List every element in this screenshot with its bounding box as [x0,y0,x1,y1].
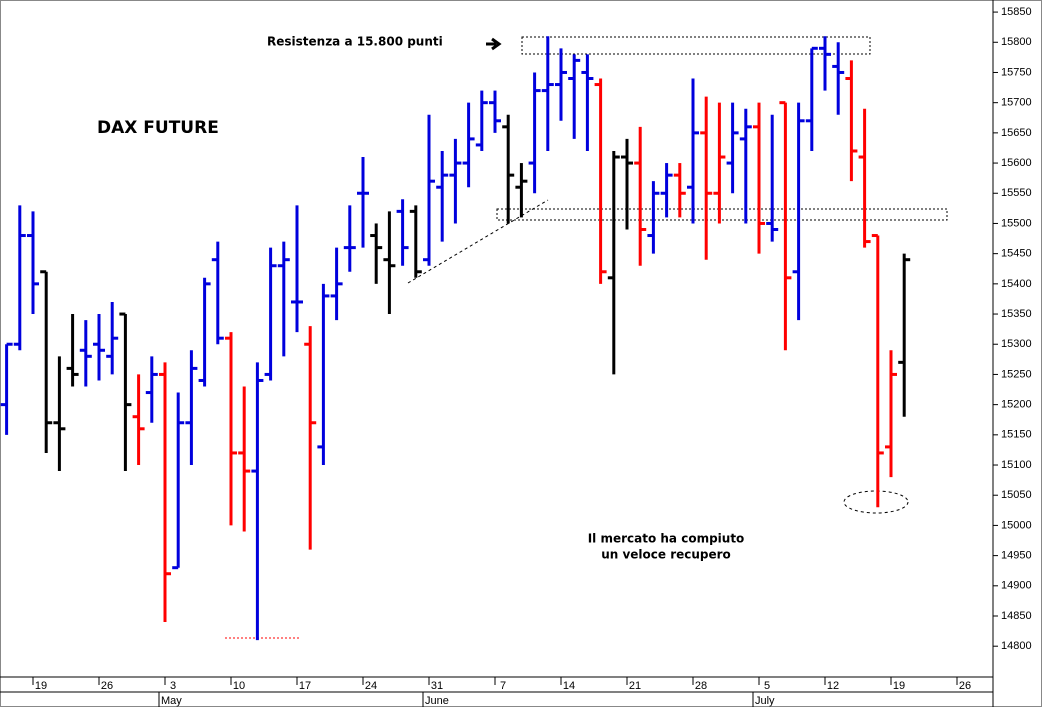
x-tick-label: 19 [35,680,47,692]
y-tick-label: 15800 [1001,36,1032,48]
y-tick-label: 15500 [1001,217,1032,229]
y-tick-label: 15200 [1001,399,1032,411]
x-tick-label: 31 [431,680,443,692]
y-tick-label: 15600 [1001,157,1032,169]
x-tick-label: 17 [299,680,311,692]
month-label: July [755,695,775,707]
annotation: Resistenza a 15.800 punti [267,35,443,49]
y-tick-label: 15000 [1001,519,1032,531]
x-tick-label: 19 [893,680,905,692]
month-label: June [425,695,449,707]
x-tick-label: 3 [170,680,176,692]
y-tick-label: 14850 [1001,610,1032,622]
y-tick-label: 14800 [1001,640,1032,652]
resistance-box [521,36,871,55]
x-tick-label: 5 [764,680,770,692]
x-tick-label: 26 [959,680,971,692]
support-box [496,208,948,221]
annotation: un veloce recupero [601,548,731,562]
x-tick-label: 28 [695,680,707,692]
y-tick-label: 15350 [1001,308,1032,320]
y-tick-label: 14950 [1001,550,1032,562]
y-tick-label: 15450 [1001,248,1032,260]
y-tick-label: 15850 [1001,6,1032,18]
y-tick-label: 15750 [1001,66,1032,78]
y-tick-label: 15150 [1001,429,1032,441]
x-tick-label: 10 [233,680,245,692]
y-tick-label: 15650 [1001,127,1032,139]
arrow [486,37,502,51]
x-tick-label: 24 [365,680,377,692]
y-tick-label: 15250 [1001,368,1032,380]
y-tick-label: 15550 [1001,187,1032,199]
y-tick-label: 15700 [1001,97,1032,109]
low-ellipse [843,490,909,514]
x-tick-label: 12 [827,680,839,692]
x-tick-label: 7 [500,680,506,692]
x-tick-label: 14 [563,680,575,692]
y-tick-label: 15100 [1001,459,1032,471]
annotation: Il mercato ha compiuto [588,532,745,546]
chart-title: DAX FUTURE [97,118,219,138]
y-tick-label: 14900 [1001,580,1032,592]
month-label: May [161,695,182,707]
x-tick-label: 26 [101,680,113,692]
y-tick-label: 15300 [1001,338,1032,350]
x-tick-label: 21 [629,680,641,692]
y-tick-label: 15050 [1001,489,1032,501]
y-tick-label: 15400 [1001,278,1032,290]
